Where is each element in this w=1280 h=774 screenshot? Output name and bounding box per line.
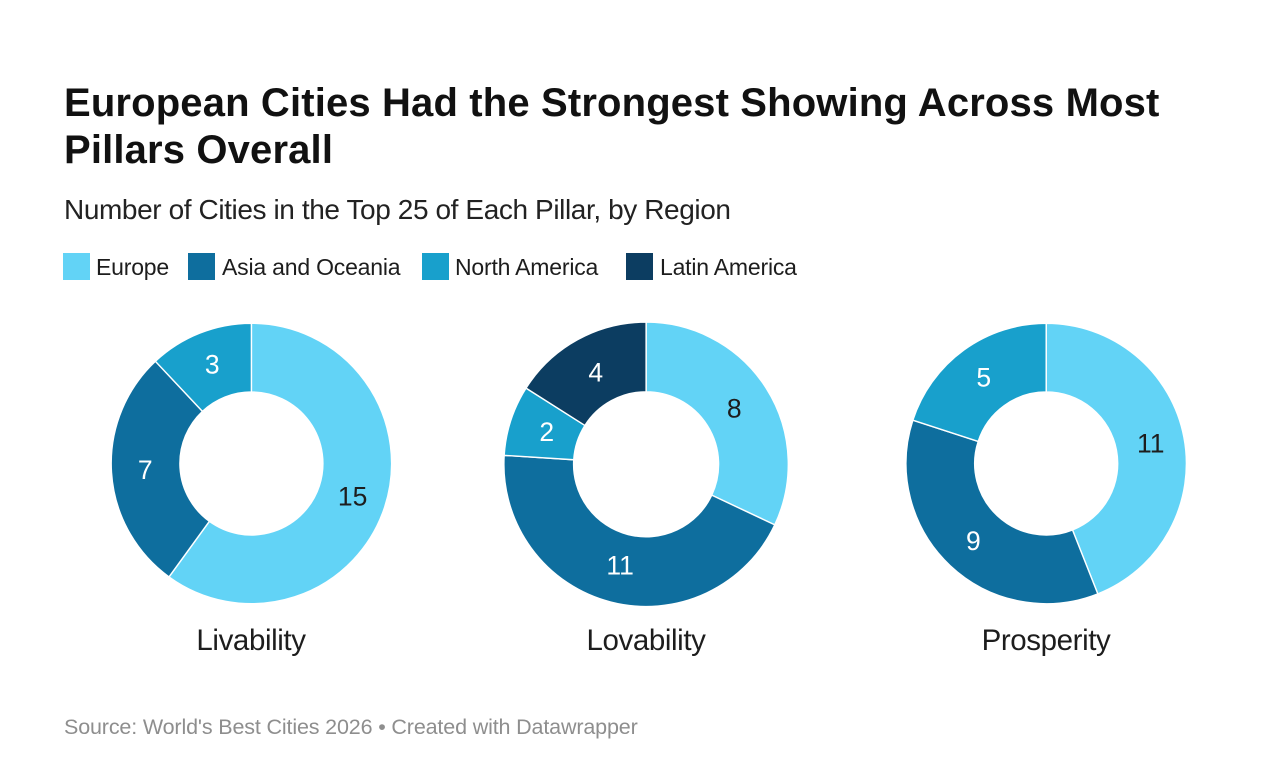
svg-text:15: 15 — [338, 481, 367, 511]
svg-text:4: 4 — [588, 358, 603, 388]
svg-text:8: 8 — [727, 393, 742, 423]
svg-text:11: 11 — [606, 551, 634, 581]
svg-text:3: 3 — [205, 350, 220, 380]
svg-text:11: 11 — [1137, 429, 1165, 459]
svg-text:5: 5 — [976, 362, 991, 392]
svg-text:2: 2 — [539, 417, 554, 447]
svg-text:7: 7 — [138, 455, 153, 485]
svg-text:9: 9 — [966, 526, 981, 556]
